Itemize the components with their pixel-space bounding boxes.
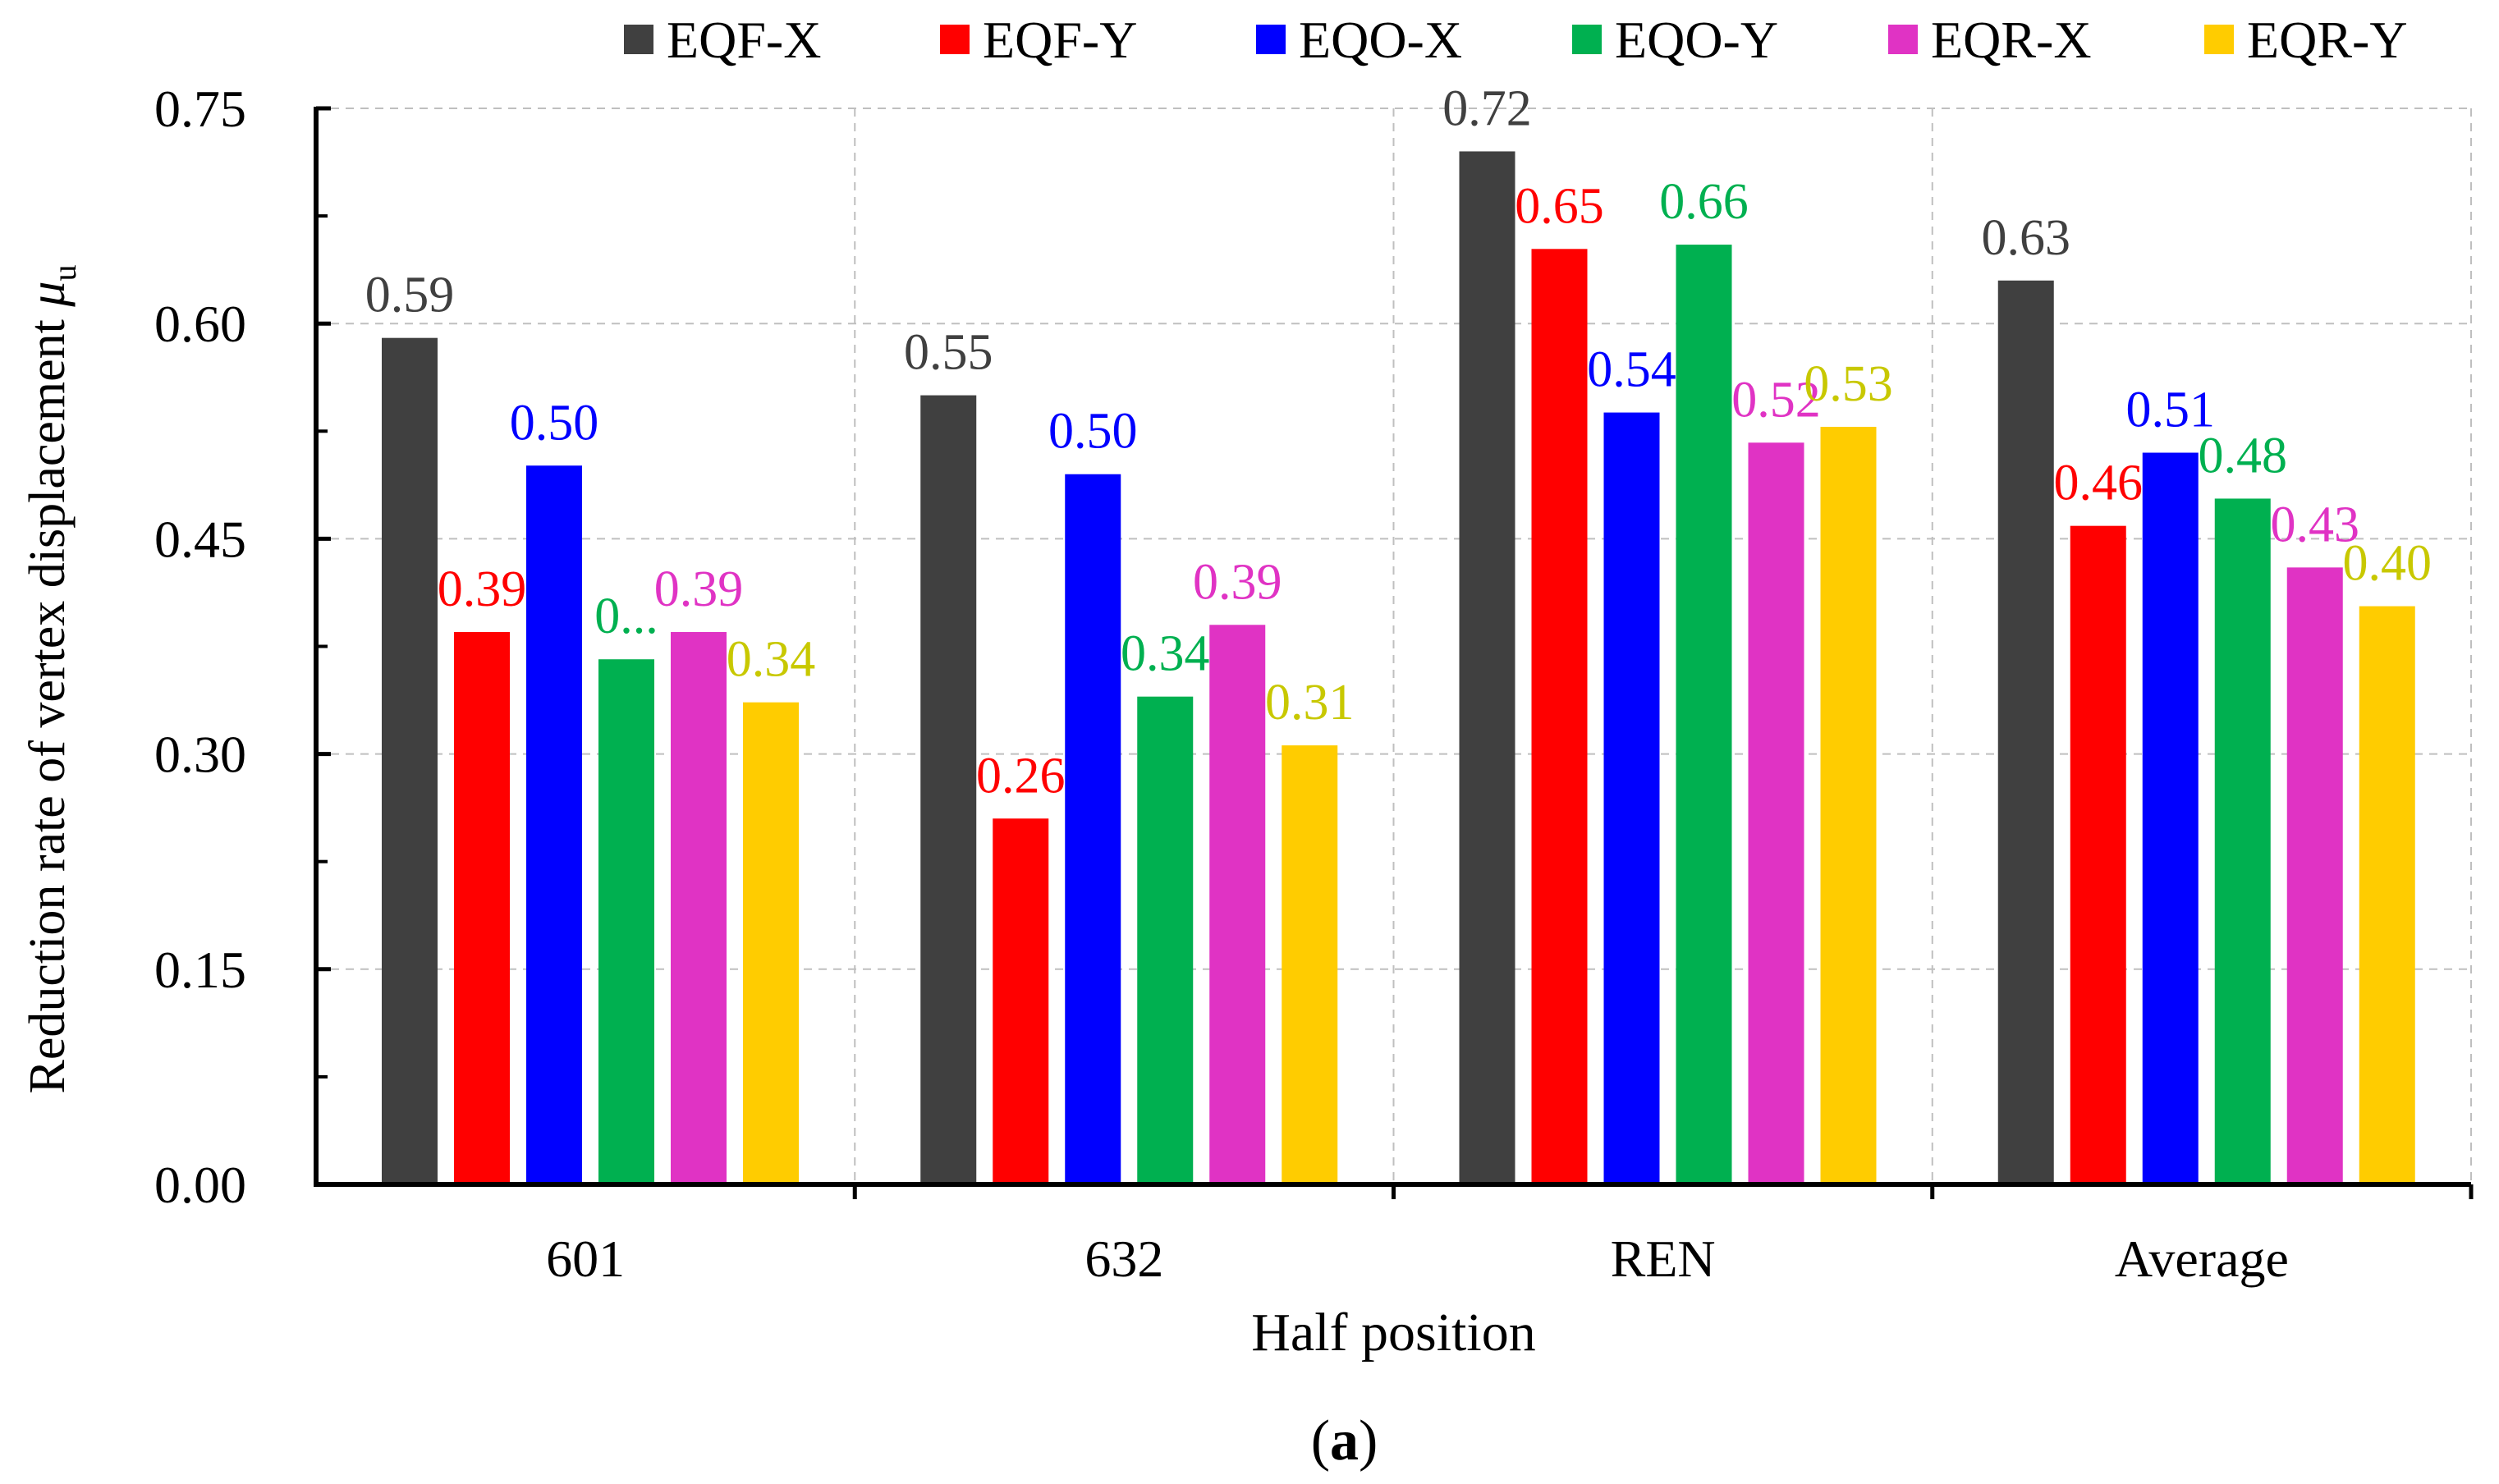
data-label-eqf-x-632: 0.55 [904,325,993,381]
bar-eqf-y-average [2070,525,2126,1184]
y-axis-title-subscript: u [46,264,83,281]
data-label-eqo-x-ren: 0.54 [1587,342,1676,398]
bar-eqf-y-601 [454,632,510,1184]
y-tick-label: 0.45 [154,510,246,568]
y-tick-label: 0.60 [154,295,246,353]
legend-swatch-eqf-y [940,25,970,54]
data-label-eqr-x-601: 0.39 [654,561,744,617]
data-label-eqo-x-632: 0.50 [1048,404,1138,460]
data-label-eqo-y-average: 0.48 [2199,428,2288,483]
data-label-eqr-x-632: 0.39 [1193,554,1282,610]
data-label-eqf-x-ren: 0.72 [1442,80,1532,136]
bar-eqr-x-632 [1209,625,1266,1184]
bar-eqo-x-632 [1065,474,1121,1184]
bar-eqf-x-average [1997,280,2054,1184]
data-label-eqf-x-average: 0.63 [1982,210,2071,266]
y-tick-label: 0.30 [154,726,246,784]
bar-eqo-y-632 [1137,696,1194,1184]
y-axis-title-symbol: μ [20,281,76,307]
data-label-eqr-y-average: 0.40 [2343,536,2433,592]
bar-eqr-y-ren [1820,427,1877,1184]
bar-eqo-x-average [2142,452,2199,1184]
legend-label-eqr-y: EQR-Y [2247,11,2408,69]
y-tick-label: 0.00 [154,1156,246,1214]
figure-caption: (a) [1311,1409,1378,1473]
bar-eqr-x-average [2286,567,2343,1184]
bar-eqr-y-601 [743,702,799,1184]
data-label-eqr-y-601: 0.34 [727,632,816,688]
bar-eqr-y-632 [1282,745,1338,1184]
data-label-eqf-x-601: 0.59 [365,268,455,323]
bar-eqf-x-632 [920,395,977,1185]
x-axis-title: Half position [1251,1303,1535,1363]
x-tick-label: 632 [1084,1230,1163,1288]
x-tick-label: REN [1611,1230,1716,1288]
data-label-eqo-x-601: 0.50 [510,395,599,451]
legend-label-eqf-x: EQF-X [667,11,821,69]
data-label-eqo-y-ren: 0.66 [1659,174,1749,230]
bar-eqf-x-601 [382,337,438,1185]
legend-label-eqo-y: EQO-Y [1615,11,1778,69]
data-label-eqf-y-632: 0.26 [976,748,1066,804]
data-label-eqr-y-632: 0.31 [1265,675,1355,731]
legend-swatch-eqf-x [624,25,653,54]
y-tick-label: 0.75 [154,80,246,138]
legend-swatch-eqo-y [1572,25,1602,54]
bar-eqo-y-601 [598,659,654,1184]
legend-label-eqr-x: EQR-X [1931,11,2092,69]
y-tick-label: 0.15 [154,941,246,999]
bar-eqr-x-601 [671,632,727,1184]
caption-close: ) [1359,1409,1378,1473]
data-label-eqo-y-601: 0... [594,589,658,644]
legend-swatch-eqr-x [1888,25,1918,54]
bar-eqf-y-ren [1531,249,1588,1185]
data-label-eqf-y-average: 0.46 [2054,456,2144,511]
data-label-eqr-x-ren: 0.52 [1731,372,1821,428]
bar-eqf-x-ren [1459,151,1515,1185]
y-axis-title-text: Reduction rate of vertex displacement [20,307,76,1094]
caption-open: ( [1311,1409,1330,1473]
bar-eqf-y-632 [993,818,1049,1184]
y-axis-title: Reduction rate of vertex displacement μu [20,264,83,1093]
bar-eqo-y-average [2214,498,2271,1184]
x-tick-label: 601 [546,1230,625,1288]
bar-eqr-y-average [2359,606,2415,1184]
x-tick-label: Average [2115,1230,2289,1288]
legend-swatch-eqr-y [2204,25,2234,54]
data-label-eqf-y-601: 0.39 [438,561,527,617]
legend-label-eqf-y: EQF-Y [983,11,1137,69]
bar-eqr-x-ren [1748,442,1804,1184]
legend-swatch-eqo-x [1256,25,1286,54]
bar-eqo-x-ren [1603,412,1660,1184]
legend-label-eqo-x: EQO-X [1299,11,1462,69]
data-label-eqr-y-ren: 0.53 [1804,356,1893,412]
bar-eqo-y-ren [1676,245,1732,1184]
data-label-eqo-x-average: 0.51 [2126,382,2216,438]
caption-letter: a [1330,1409,1359,1473]
data-label-eqf-y-ren: 0.65 [1515,178,1604,234]
bar-eqo-x-601 [526,465,582,1184]
data-label-eqo-y-632: 0.34 [1121,626,1210,682]
data-label-eqr-x-average: 0.43 [2271,497,2360,552]
